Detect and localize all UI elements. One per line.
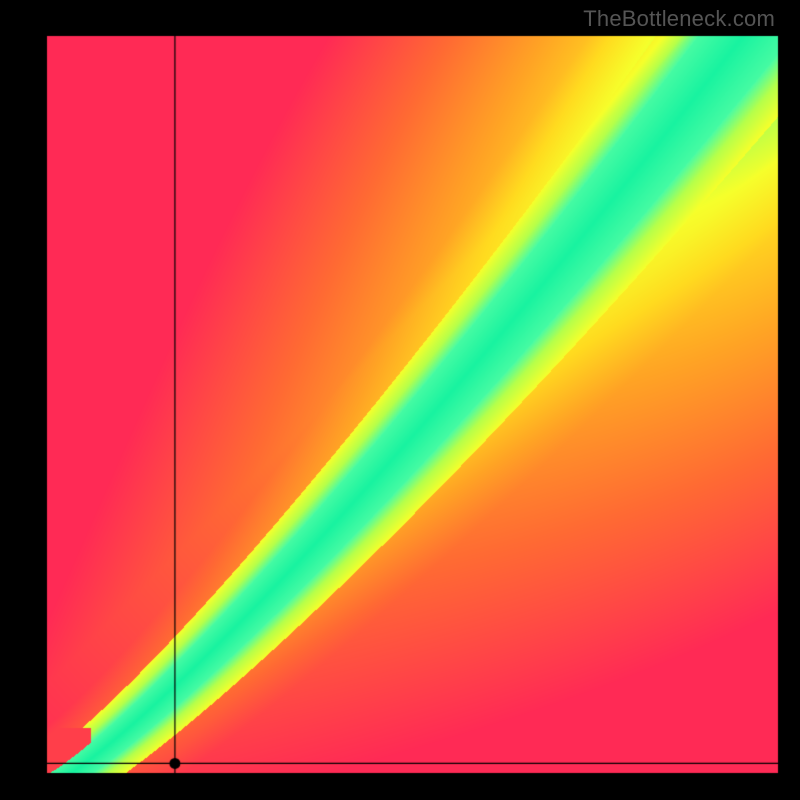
bottleneck-heatmap xyxy=(0,0,800,800)
watermark-text: TheBottleneck.com xyxy=(583,6,775,32)
